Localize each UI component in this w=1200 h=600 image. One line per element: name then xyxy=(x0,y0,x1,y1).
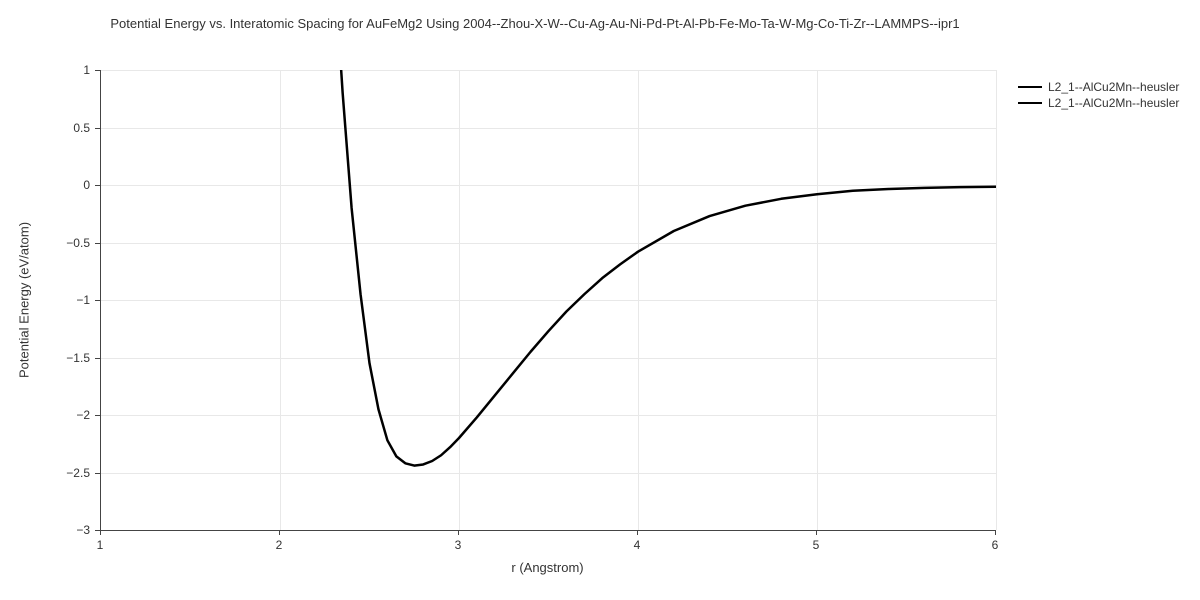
y-tick-label: −1.5 xyxy=(66,351,90,365)
x-tick-label: 2 xyxy=(276,538,283,552)
y-tick-mark xyxy=(95,70,100,71)
series-line xyxy=(334,70,996,466)
legend-swatch-1 xyxy=(1018,86,1042,88)
y-tick-mark xyxy=(95,300,100,301)
y-tick-mark xyxy=(95,415,100,416)
y-axis-label: Potential Energy (eV/atom) xyxy=(17,222,32,378)
y-tick-label: 0.5 xyxy=(73,121,90,135)
legend: L2_1--AlCu2Mn--heusler L2_1--AlCu2Mn--he… xyxy=(1018,80,1179,112)
legend-label-1: L2_1--AlCu2Mn--heusler xyxy=(1048,80,1179,94)
x-tick-mark xyxy=(100,530,101,535)
y-tick-mark xyxy=(95,530,100,531)
legend-item-2: L2_1--AlCu2Mn--heusler xyxy=(1018,96,1179,110)
y-tick-label: −0.5 xyxy=(66,236,90,250)
x-tick-mark xyxy=(458,530,459,535)
x-tick-label: 5 xyxy=(813,538,820,552)
y-tick-mark xyxy=(95,128,100,129)
y-tick-label: −1 xyxy=(76,293,90,307)
curve-svg xyxy=(101,70,996,530)
chart-container: Potential Energy vs. Interatomic Spacing… xyxy=(0,0,1200,600)
y-tick-mark xyxy=(95,243,100,244)
x-axis-label: r (Angstrom) xyxy=(511,560,583,575)
y-tick-mark xyxy=(95,185,100,186)
chart-title: Potential Energy vs. Interatomic Spacing… xyxy=(0,16,1200,31)
y-tick-label: 1 xyxy=(83,63,90,77)
y-tick-mark xyxy=(95,473,100,474)
x-tick-mark xyxy=(816,530,817,535)
x-tick-mark xyxy=(279,530,280,535)
x-tick-mark xyxy=(637,530,638,535)
grid-line-v xyxy=(996,70,997,530)
x-tick-label: 6 xyxy=(992,538,999,552)
x-tick-label: 3 xyxy=(455,538,462,552)
y-tick-label: −2 xyxy=(76,408,90,422)
legend-item-1: L2_1--AlCu2Mn--heusler xyxy=(1018,80,1179,94)
y-tick-label: −3 xyxy=(76,523,90,537)
x-tick-label: 1 xyxy=(97,538,104,552)
y-tick-label: −2.5 xyxy=(66,466,90,480)
legend-swatch-2 xyxy=(1018,102,1042,104)
x-tick-label: 4 xyxy=(634,538,641,552)
legend-label-2: L2_1--AlCu2Mn--heusler xyxy=(1048,96,1179,110)
y-tick-mark xyxy=(95,358,100,359)
x-tick-mark xyxy=(995,530,996,535)
y-tick-label: 0 xyxy=(83,178,90,192)
plot-area xyxy=(100,70,996,531)
